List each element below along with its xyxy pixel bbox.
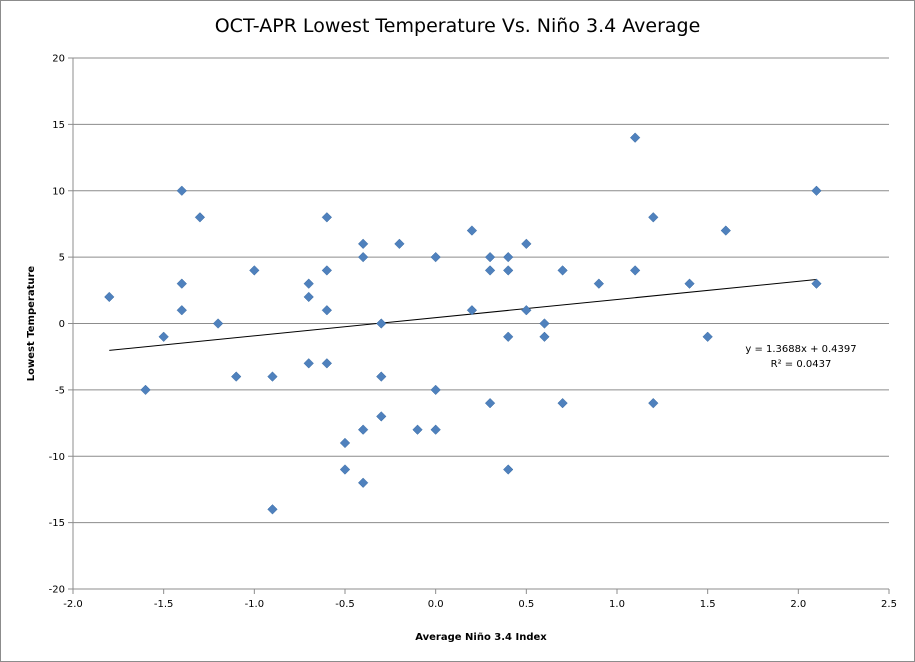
x-tick-label: 2.0 <box>790 599 806 610</box>
y-tick-label: 20 <box>52 54 65 65</box>
y-tick-label: 5 <box>59 253 65 264</box>
y-tick-label: 15 <box>52 120 65 131</box>
x-tick-label: 1.5 <box>700 599 716 610</box>
data-point <box>484 251 496 263</box>
data-point <box>702 331 713 342</box>
data-point <box>176 185 187 196</box>
chart-title: OCT-APR Lowest Temperature Vs. Niño 3.4 … <box>214 15 701 37</box>
data-point <box>521 238 532 250</box>
x-tick-label: -2.0 <box>63 599 83 610</box>
trendline-line <box>109 279 817 351</box>
data-point <box>376 318 387 329</box>
data-point <box>267 371 278 382</box>
axes <box>68 57 890 594</box>
x-tick-label: 2.5 <box>881 599 897 610</box>
x-tick-label: 1.0 <box>609 599 625 610</box>
x-tick-label: -1.5 <box>154 599 174 610</box>
data-point <box>176 278 187 289</box>
x-tick-label: -0.5 <box>335 599 355 610</box>
data-point <box>158 331 169 342</box>
data-point <box>484 397 496 409</box>
y-tick-label: -20 <box>49 585 65 596</box>
data-point <box>648 212 659 223</box>
y-tick-label: 10 <box>52 186 65 197</box>
data-point <box>376 411 387 422</box>
x-tick-label: 0.5 <box>518 599 534 610</box>
trendline-r-squared: R² = 0.0437 <box>771 359 832 370</box>
data-point <box>503 265 514 276</box>
data-point <box>466 305 478 316</box>
y-tick-label: -5 <box>55 385 65 396</box>
data-point <box>720 225 731 236</box>
data-point <box>104 291 115 303</box>
data-point <box>521 305 532 316</box>
data-point <box>357 424 369 435</box>
y-tick-label: 0 <box>59 319 65 330</box>
x-tick-label: 0.0 <box>428 599 444 610</box>
trendline-equation: y = 1.3688x + 0.4397 <box>745 344 856 355</box>
data-point <box>339 437 351 449</box>
y-axis-label: Lowest Temperature <box>26 266 37 382</box>
data-point <box>412 424 423 435</box>
data-point <box>321 305 333 316</box>
data-point <box>194 212 206 223</box>
data-point <box>503 331 514 342</box>
gridlines <box>73 57 889 590</box>
data-point <box>503 464 514 475</box>
data-point <box>684 278 695 289</box>
data-point <box>430 384 441 396</box>
data-point <box>339 464 351 475</box>
data-point <box>303 358 314 369</box>
data-point <box>357 251 369 263</box>
data-point <box>430 251 441 263</box>
data-point <box>231 371 242 382</box>
data-point <box>357 477 369 488</box>
data-point <box>140 384 151 396</box>
data-point <box>466 225 478 236</box>
data-point <box>321 358 333 369</box>
data-point <box>503 251 514 263</box>
data-point <box>394 238 405 250</box>
data-point <box>303 291 314 303</box>
data-point <box>267 504 278 515</box>
data-point <box>593 278 605 289</box>
data-point <box>176 305 187 316</box>
tick-labels: -20 -15 -10 -5 0 5 10 15 20 -2.0 -1.5 -1.0 -0.5 0.0 0.… <box>49 54 897 611</box>
x-axis-label: Average Niño 3.4 Index <box>415 632 547 643</box>
data-point <box>430 424 441 435</box>
data-point <box>539 331 550 342</box>
data-point <box>648 397 659 409</box>
data-point <box>249 265 260 276</box>
data-point <box>539 318 550 329</box>
data-point <box>557 265 568 276</box>
trendline <box>109 279 817 351</box>
y-tick-label: -15 <box>49 518 65 529</box>
data-point <box>557 397 568 409</box>
data-point <box>212 318 224 329</box>
data-point <box>321 212 333 223</box>
data-point <box>811 185 822 196</box>
data-point <box>484 265 496 276</box>
x-tick-label: -1.0 <box>245 599 265 610</box>
data-point <box>811 278 822 289</box>
data-points <box>104 132 822 515</box>
data-point <box>376 371 387 382</box>
data-point <box>303 278 314 289</box>
y-tick-label: -10 <box>49 452 65 463</box>
data-point <box>629 132 641 143</box>
data-point <box>357 238 369 250</box>
data-point <box>629 265 641 276</box>
data-point <box>321 265 333 276</box>
